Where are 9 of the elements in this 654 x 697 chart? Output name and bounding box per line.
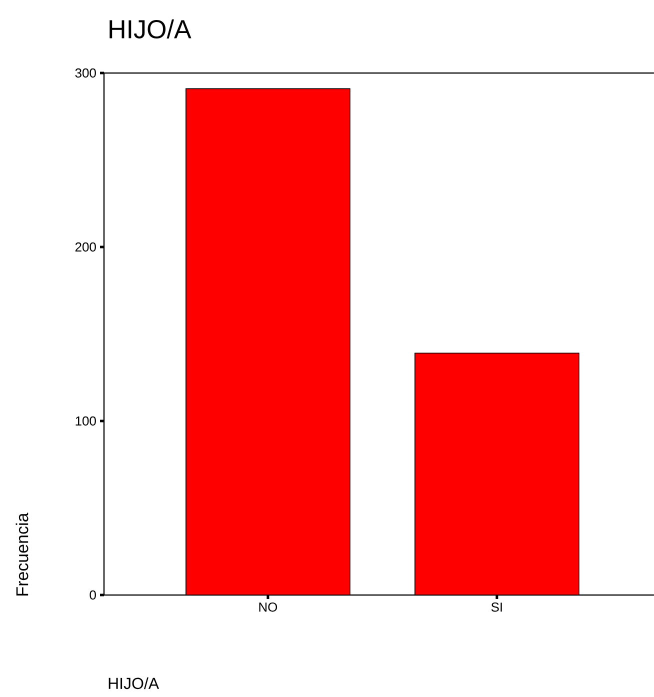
y-tick-label: 300	[75, 68, 96, 78]
x-tick-label: SI	[491, 602, 502, 612]
x-tick-label: NO	[259, 602, 278, 612]
y-tick-label: 200	[75, 242, 96, 252]
y-tick-label: 100	[76, 416, 96, 426]
x-axis-title: HIJO/A	[108, 677, 160, 690]
chart-title: HIJO/A	[110, 19, 192, 38]
y-axis-title: Frecuencia	[16, 512, 28, 596]
y-tick-label: 0	[90, 590, 96, 600]
